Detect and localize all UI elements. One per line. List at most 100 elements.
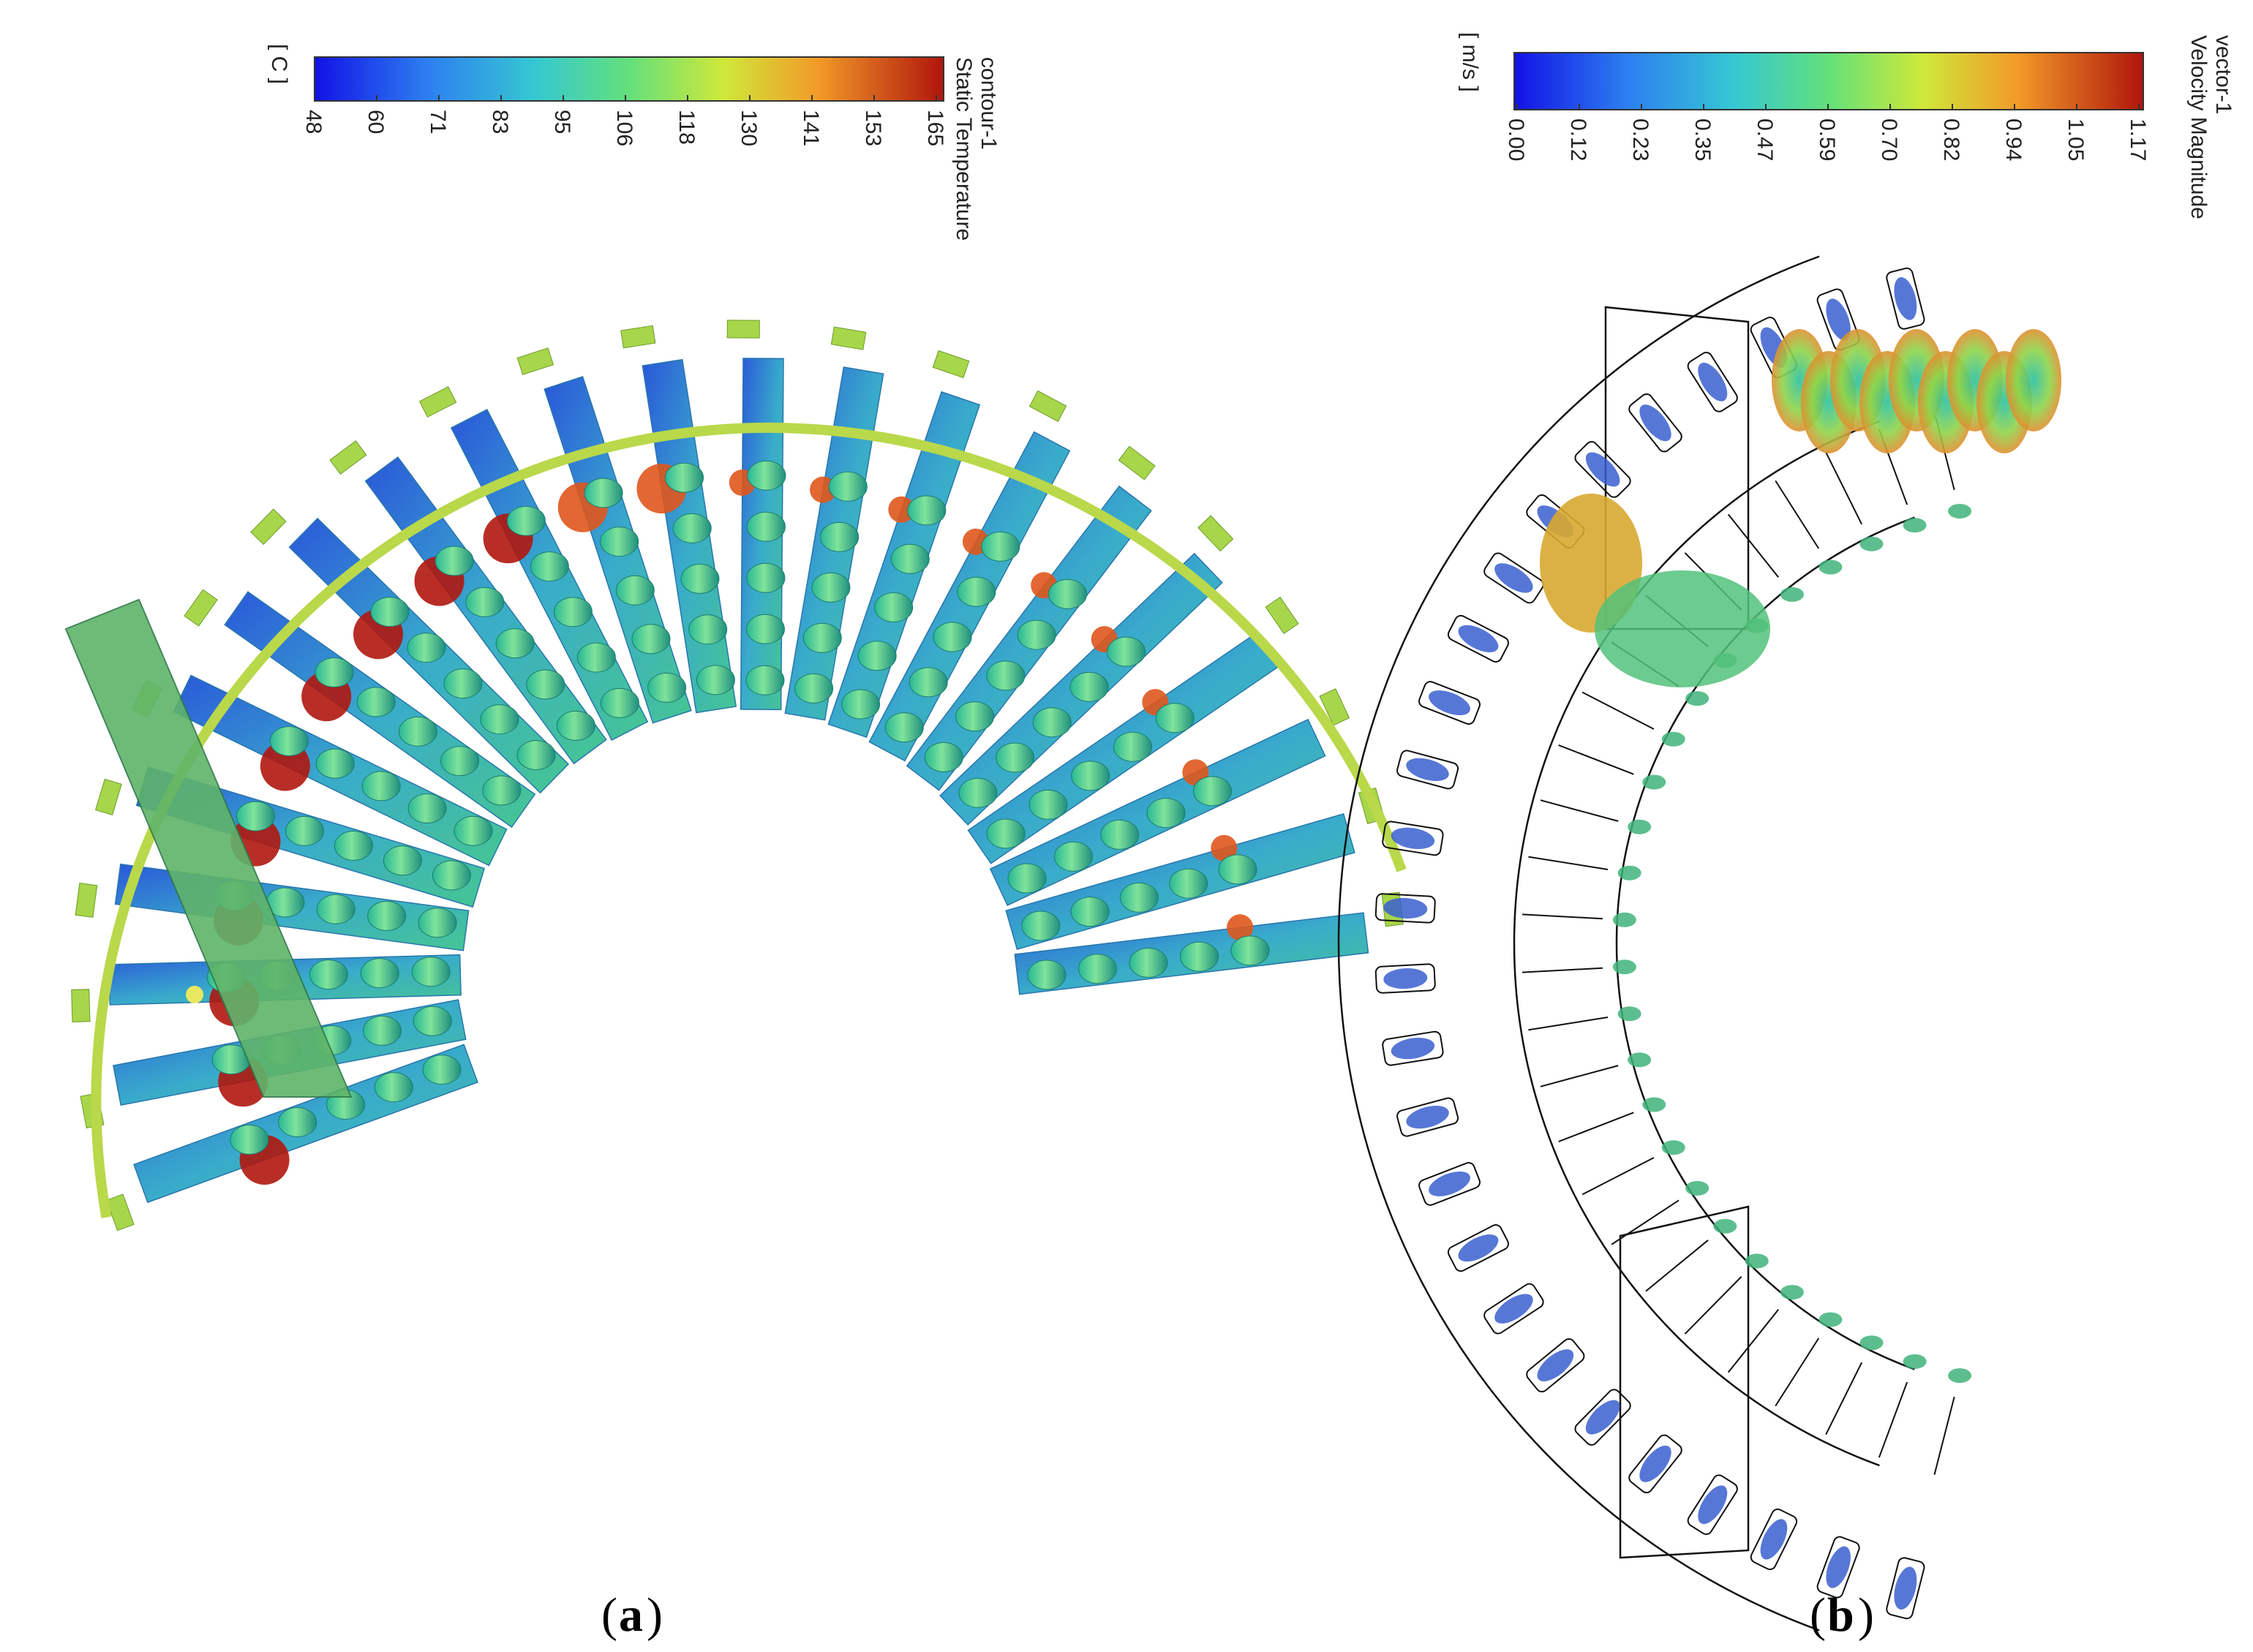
vector-cluster: [1760, 1519, 1788, 1560]
velocity-tick-label: 0.94: [2001, 118, 2026, 161]
capacitor-cylinder: [230, 1124, 269, 1155]
vector-cluster: [1585, 452, 1620, 487]
busbar-segment: [620, 325, 656, 349]
velocity-legend-title-1: vector-1: [2211, 35, 2235, 114]
fin-outline: [1825, 1362, 1863, 1436]
panel-b: 0.00 0.12 0.23 0.35 0.47 0.59 0.70 0.82 0.94 1.05…: [1337, 32, 2235, 1642]
slot-outline: [1628, 393, 1682, 453]
vector-cluster: [1826, 298, 1851, 341]
temperature-tick-label: 60: [364, 110, 388, 134]
velocity-legend: 0.00 0.12 0.23 0.35 0.47 0.59 0.70 0.82 0.94 1.05…: [1458, 32, 2235, 219]
capacitor-cylinder: [1048, 578, 1088, 609]
capacitor-cylinder: [672, 513, 712, 543]
vector-tuft: [2006, 329, 2061, 431]
capacitor-cylinder: [413, 1006, 452, 1036]
capacitor-cylinder: [874, 592, 914, 623]
slot-outline: [1483, 1283, 1544, 1335]
capacitor-cylinder: [556, 710, 595, 741]
vector-tuft: [1612, 912, 1636, 927]
capacitor-cylinder: [957, 576, 996, 607]
vector-tuft: [1617, 865, 1641, 880]
caption-b-open: (: [1810, 1588, 1826, 1642]
vector-cluster: [1894, 1566, 1917, 1610]
fin-outline: [1684, 1276, 1742, 1335]
vector-cluster: [1429, 690, 1470, 716]
capacitor-cylinder: [1192, 776, 1232, 807]
velocity-tick-labels: 0.00 0.12 0.23 0.35 0.47 0.59 0.70 0.82 0.94 1.05…: [1504, 104, 2150, 161]
capacitor-cylinder: [746, 511, 786, 542]
busbar-segment: [1118, 445, 1156, 480]
capacitor-cylinder: [278, 1106, 317, 1137]
ring-outline: [1337, 255, 1820, 1632]
temperature-tick-label: 95: [550, 110, 574, 134]
capacitor-cylinder: [1113, 731, 1152, 762]
vector-tuft: [1713, 1218, 1737, 1234]
capacitor-cylinder: [516, 740, 556, 771]
capacitor-cylinder: [746, 562, 786, 593]
capacitor-cylinder: [584, 478, 623, 508]
capacitor-cylinder: [958, 777, 998, 808]
vector-cluster: [1406, 1105, 1449, 1129]
slot-outline: [1574, 1389, 1631, 1446]
capacitor-cylinder: [1069, 671, 1109, 702]
fin-outline: [1528, 1017, 1609, 1031]
slot-outline: [1374, 963, 1436, 994]
vector-tuft: [1628, 819, 1652, 834]
capacitor-cylinder: [1028, 789, 1068, 820]
capacitor-cylinder: [933, 622, 972, 652]
vector-cluster: [1429, 1171, 1470, 1196]
capacitor-cylinder: [411, 957, 451, 987]
capacitor-cylinder: [315, 657, 354, 688]
ring-outline: [1513, 420, 1880, 1467]
capacitor-cylinder: [696, 665, 735, 695]
vector-tuft: [1685, 691, 1710, 706]
vector-cluster: [1494, 563, 1533, 593]
velocity-tick-label: 0.00: [1504, 118, 1528, 161]
capacitor-cylinder: [454, 815, 493, 846]
capacitor-cylinder: [1071, 761, 1110, 791]
capacitor-cylinder: [553, 597, 593, 627]
capacitor-cylinder: [884, 712, 924, 743]
capacitor-cylinder: [1107, 636, 1146, 667]
capacitor-cylinder: [526, 669, 565, 700]
capacitor-cylinder: [680, 564, 720, 595]
vector-tuft: [1745, 1253, 1769, 1269]
capacitor-cylinder: [631, 624, 671, 655]
busbar-segment: [94, 778, 122, 816]
vector-cluster: [1639, 1445, 1671, 1482]
slot-outline: [1382, 1030, 1444, 1066]
capacitor-cylinder: [435, 546, 474, 576]
slot-outline: [1418, 1162, 1481, 1206]
vector-tuft: [1780, 587, 1804, 602]
capacitor-cylinder: [362, 1015, 402, 1046]
fin-outline: [1528, 856, 1609, 870]
fin-outline: [1775, 1338, 1820, 1407]
capacitor-cylinder: [432, 860, 471, 891]
capacitor-cylinder: [1179, 941, 1219, 972]
capacitor-cylinder: [1077, 954, 1117, 984]
capacitor-cylinder: [1017, 619, 1056, 650]
capacitor-cylinder: [600, 687, 639, 718]
busbar-segment: [329, 440, 367, 475]
capacitor-cylinder: [907, 495, 947, 526]
fin-outline: [1558, 744, 1634, 775]
caption-b-close: ): [1858, 1588, 1874, 1642]
slot-outline: [1816, 1536, 1860, 1599]
vector-tuft: [1628, 1052, 1652, 1068]
capacitor-cylinder: [1230, 935, 1270, 966]
vector-cluster: [1698, 1485, 1728, 1525]
capacitor-cylinder: [1027, 959, 1067, 990]
capacitor-cylinder: [269, 725, 309, 756]
capacitor-cylinder: [285, 815, 324, 846]
fin-outline: [1727, 513, 1780, 578]
fin-outline: [1825, 451, 1863, 525]
busbar-segment: [1319, 688, 1350, 726]
vector-tuft: [1642, 774, 1666, 790]
temperature-tick-label: 153: [861, 110, 885, 146]
slot-outline: [1886, 267, 1925, 330]
capacitor-cylinder: [909, 667, 948, 698]
capacitor-cylinder: [495, 628, 535, 659]
capacitor-cylinder: [986, 818, 1026, 849]
busbar-segment: [516, 347, 554, 375]
velocity-legend-unit: [ m/s ]: [1458, 32, 1482, 92]
